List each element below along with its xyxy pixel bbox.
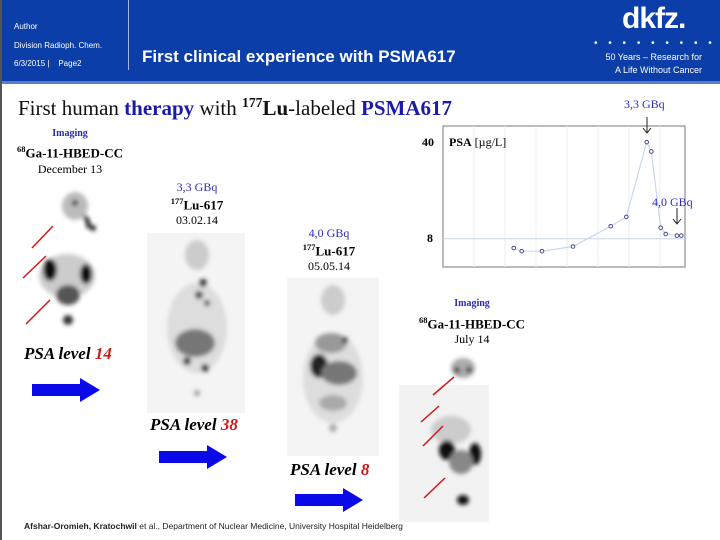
data-point — [539, 248, 545, 254]
data-point — [511, 245, 516, 251]
slide-subtitle: First human therapy with 177Lu-labeled P… — [18, 95, 452, 121]
data-point — [644, 139, 649, 145]
panel3-date: 05.05.14 — [308, 259, 350, 273]
panel1-imaging-label: Imaging — [52, 128, 88, 139]
blue-arrow-icon — [295, 488, 363, 512]
annotation-4-0-gbq: 4,0 GBq — [652, 195, 693, 209]
y-tick-8: 8 — [427, 231, 433, 245]
annotation-arrow-icon — [672, 208, 682, 225]
red-pointer-arrows — [22, 225, 54, 325]
panel1-date: December 13 — [37, 162, 103, 176]
panel2-pet-scan — [147, 233, 245, 413]
tagline-2: A Life Without Cancer — [614, 65, 702, 75]
slide-title: First clinical experience with PSMA617 — [142, 47, 456, 66]
chart-y-label: PSA [µg/L] — [449, 135, 506, 149]
dkfz-logo: dkfz. — [622, 2, 686, 35]
panel4-tracer: 68Ga-11-HBED-CC — [419, 315, 525, 332]
panel2-date: 03.02.14 — [176, 213, 218, 227]
panel4-pet-scan — [399, 358, 489, 522]
data-point — [649, 149, 654, 154]
subtitle-therapy: therapy — [124, 96, 195, 120]
data-point — [674, 233, 680, 238]
data-point — [663, 231, 669, 237]
panel1-pet-scan — [22, 192, 96, 325]
slide-header: Author Division Radioph. Chem. 6/3/2015 … — [2, 0, 720, 84]
panel3-psa-level: PSA level 8 — [290, 460, 370, 479]
panel1-tracer: 68Ga-11-HBED-CC — [17, 144, 123, 161]
y-tick-40: 40 — [422, 135, 434, 149]
data-point — [624, 214, 629, 220]
citation-footer: Afshar-Oromieh, Kratochwil et al., Depar… — [24, 521, 403, 531]
panel3-tracer: 177Lu-617 — [302, 242, 356, 259]
annotation-arrow-icon — [642, 117, 652, 134]
panel2-dose: 3,3 GBq — [176, 180, 218, 194]
red-pointer-arrows — [420, 376, 455, 499]
blue-arrow-icon — [159, 445, 227, 469]
panel2-tracer: 177Lu-617 — [170, 196, 224, 213]
data-point — [608, 223, 613, 229]
panel3-pet-scan — [287, 278, 379, 456]
panel4-date: July 14 — [454, 332, 490, 346]
subtitle-text: -labeled — [288, 96, 362, 120]
division-label: Division Radioph. Chem. — [14, 41, 103, 50]
date-page-label: 6/3/2015 | Page2 — [14, 59, 82, 68]
panel3-dose: 4,0 GBq — [308, 226, 350, 240]
panel2-psa-level: PSA level 38 — [150, 415, 238, 434]
subtitle-text: with — [194, 96, 243, 120]
data-point — [519, 248, 524, 254]
blue-arrow-icon — [32, 378, 100, 402]
subtitle-lu: Lu — [262, 96, 289, 120]
psa-chart: 40 8 PSA [µg/L] 3,3 GBq 4,0 GBq — [422, 97, 693, 268]
annotation-3-3-gbq: 3,3 GBq — [624, 97, 665, 111]
author-label: Author — [14, 22, 38, 31]
data-point — [658, 225, 664, 231]
data-point — [679, 233, 684, 238]
subtitle-psma: PSMA617 — [361, 96, 453, 120]
subtitle-sup: 177 — [242, 95, 263, 110]
header-divider — [128, 0, 129, 70]
data-point — [570, 244, 576, 249]
panel4-imaging-label: Imaging — [454, 298, 490, 309]
logo-dots: • • • • • • • • • — [594, 38, 716, 49]
subtitle-text: First human — [18, 96, 125, 120]
tagline-1: 50 Years – Research for — [605, 52, 702, 62]
panel1-psa-level: PSA level 14 — [24, 344, 112, 363]
